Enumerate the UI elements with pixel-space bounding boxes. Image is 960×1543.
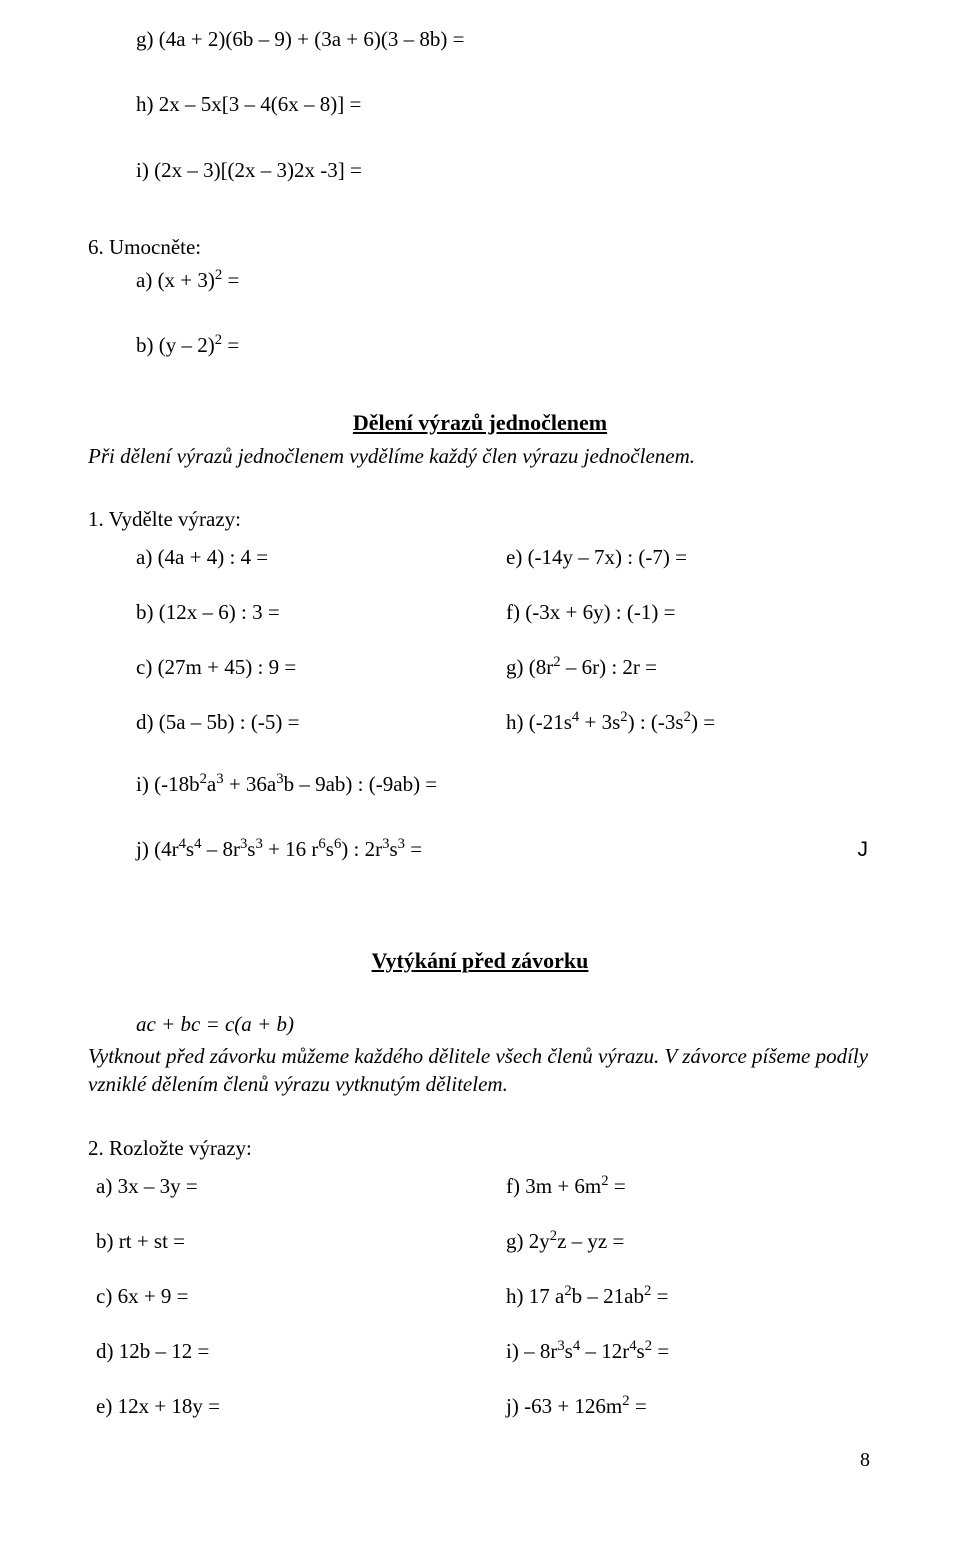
exercise-1-head: 1. Vydělte výrazy: [88,506,872,533]
text: j) -63 + 126m [506,1394,622,1418]
ex2-d: d) 12b – 12 = [88,1339,506,1364]
text: i) (-18b [136,772,200,796]
sup: 2 [620,709,627,725]
ex2-i: i) – 8r3s4 – 12r4s2 = [506,1339,872,1364]
j-mark: J [858,838,873,862]
text: = [630,1394,647,1418]
factoring-formula: ac + bc = c(a + b) [88,1010,872,1038]
exercise-1-columns: a) (4a + 4) : 4 = b) (12x – 6) : 3 = c) … [88,539,872,765]
sup: 3 [557,1338,564,1354]
sup: 6 [318,836,325,852]
exercise-6-a: a) (x + 3)2 = [88,267,872,294]
text: – 6r) : 2r = [561,655,657,679]
ex1-e: e) (-14y – 7x) : (-7) = [506,545,872,570]
col-right: e) (-14y – 7x) : (-7) = f) (-3x + 6y) : … [506,539,872,765]
sup: 2 [564,1283,571,1299]
sup: 3 [216,771,223,787]
text: – 8r [201,837,240,861]
section-title-factoring: Vytýkání před závorku [88,948,872,974]
text: s [565,1339,573,1363]
text: = [222,333,239,357]
sup: 2 [684,709,691,725]
ex2-a: a) 3x – 3y = [88,1174,506,1199]
text: ) : (-3s [628,710,684,734]
page: g) (4a + 2)(6b – 9) + (3a + 6)(3 – 8b) =… [0,0,960,1492]
problem-h: h) 2x – 5x[3 – 4(6x – 8)] = [88,91,872,118]
text: g) 2y [506,1229,550,1253]
text: a [207,772,216,796]
exercise-2-head: 2. Rozložte výrazy: [88,1135,872,1162]
sup: 3 [255,836,262,852]
section-title-division: Dělení výrazů jednočlenem [88,410,872,436]
ex1-h: h) (-21s4 + 3s2) : (-3s2) = [506,710,872,735]
text: s [326,837,334,861]
text: j) (4r [136,837,179,861]
sup: 2 [200,771,207,787]
sup: 3 [398,836,405,852]
text: – 12r [580,1339,629,1363]
sup: 2 [645,1338,652,1354]
ex2-e: e) 12x + 18y = [88,1394,506,1419]
text: i) – 8r [506,1339,557,1363]
text: b – 21ab [572,1284,644,1308]
sup: 4 [629,1338,636,1354]
sup: 3 [276,771,283,787]
text: + 36a [224,772,277,796]
ex1-j: j) (4r4s4 – 8r3s3 + 16 r6s6) : 2r3s3 = J [88,837,872,862]
text: = [652,1339,669,1363]
col-right-2: f) 3m + 6m2 = g) 2y2z – yz = h) 17 a2b –… [506,1168,872,1449]
col-left-2: a) 3x – 3y = b) rt + st = c) 6x + 9 = d)… [88,1168,506,1449]
ex2-f: f) 3m + 6m2 = [506,1174,872,1199]
ex2-h: h) 17 a2b – 21ab2 = [506,1284,872,1309]
text: ) = [691,710,715,734]
text: ) : 2r [341,837,382,861]
ex1-d: d) (5a – 5b) : (-5) = [88,710,506,735]
problem-i: i) (2x – 3)[(2x – 3)2x -3] = [88,157,872,184]
text: a) (x + 3) [136,268,215,292]
col-left: a) (4a + 4) : 4 = b) (12x – 6) : 3 = c) … [88,539,506,765]
ex2-c: c) 6x + 9 = [88,1284,506,1309]
section-desc-division: Při dělení výrazů jednočlenem vydělíme k… [88,442,872,470]
text: = [651,1284,668,1308]
text: = [405,837,422,861]
exercise-2-columns: a) 3x – 3y = b) rt + st = c) 6x + 9 = d)… [88,1168,872,1449]
problem-g: g) (4a + 2)(6b – 9) + (3a + 6)(3 – 8b) = [88,26,872,53]
ex1-j-expr: j) (4r4s4 – 8r3s3 + 16 r6s6) : 2r3s3 = [136,837,422,862]
exercise-6-b: b) (y – 2)2 = [88,332,872,359]
ex1-i: i) (-18b2a3 + 36a3b – 9ab) : (-9ab) = [88,771,872,798]
text: b – 9ab) : (-9ab) = [284,772,438,796]
ex2-g: g) 2y2z – yz = [506,1229,872,1254]
ex1-f: f) (-3x + 6y) : (-1) = [506,600,872,625]
text: z – yz = [557,1229,624,1253]
page-number: 8 [88,1449,872,1472]
text: b) (y – 2) [136,333,215,357]
text: h) (-21s [506,710,572,734]
text: + 3s [579,710,620,734]
sup: 2 [622,1393,629,1409]
ex2-b: b) rt + st = [88,1229,506,1254]
text: g) (8r [506,655,553,679]
sup: 2 [215,332,222,348]
text: = [222,268,239,292]
sup: 2 [601,1173,608,1189]
text: f) 3m + 6m [506,1174,601,1198]
text: = [609,1174,626,1198]
factoring-desc: Vytknout před závorku můžeme každého děl… [88,1042,872,1099]
text: h) 17 a [506,1284,564,1308]
sup: 2 [553,654,560,670]
text: + 16 r [263,837,319,861]
text: s [637,1339,645,1363]
ex1-a: a) (4a + 4) : 4 = [88,545,506,570]
sup: 2 [550,1228,557,1244]
exercise-6-head: 6. Umocněte: [88,234,872,261]
ex1-b: b) (12x – 6) : 3 = [88,600,506,625]
sup: 4 [179,836,186,852]
ex1-c: c) (27m + 45) : 9 = [88,655,506,680]
text: s [389,837,397,861]
text: s [186,837,194,861]
ex1-g: g) (8r2 – 6r) : 2r = [506,655,872,680]
ex2-j: j) -63 + 126m2 = [506,1394,872,1419]
